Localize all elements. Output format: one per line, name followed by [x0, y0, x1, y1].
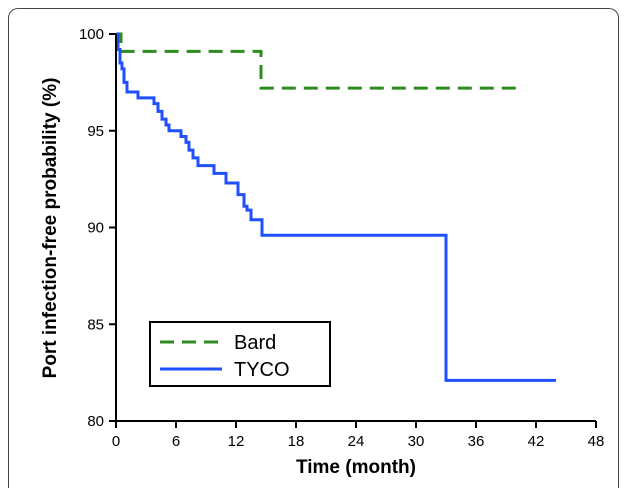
y-tick-label: 95 — [87, 123, 104, 140]
legend: Bard TYCO — [149, 321, 331, 387]
x-tick-label: 30 — [408, 433, 425, 450]
x-tick-label: 24 — [348, 433, 365, 450]
x-tick-label: 42 — [528, 433, 545, 450]
y-axis-title: Port infection-free probability (%) — [40, 78, 61, 379]
x-tick-label: 18 — [288, 433, 305, 450]
figure-frame — [8, 8, 619, 488]
y-tick-label: 90 — [87, 220, 104, 237]
y-tick-label: 100 — [79, 26, 104, 43]
x-tick-label: 36 — [468, 433, 485, 450]
legend-label-tyco: TYCO — [234, 359, 290, 381]
x-tick-label: 6 — [172, 433, 180, 450]
series-line-bard — [116, 32, 516, 90]
x-tick-label: 0 — [112, 433, 120, 450]
legend-box — [149, 321, 331, 387]
plot-lines — [116, 32, 556, 382]
x-tick-label: 12 — [228, 433, 245, 450]
ticks: 0 6 12 18 24 30 36 42 48 80 85 90 95 100 — [79, 26, 604, 450]
y-tick-label: 80 — [87, 413, 104, 430]
x-tick-label: 48 — [588, 433, 605, 450]
x-axis-title: Time (month) — [296, 457, 416, 478]
series-line-tyco — [116, 32, 556, 382]
y-tick-label: 85 — [87, 316, 104, 333]
legend-label-bard: Bard — [234, 332, 276, 354]
